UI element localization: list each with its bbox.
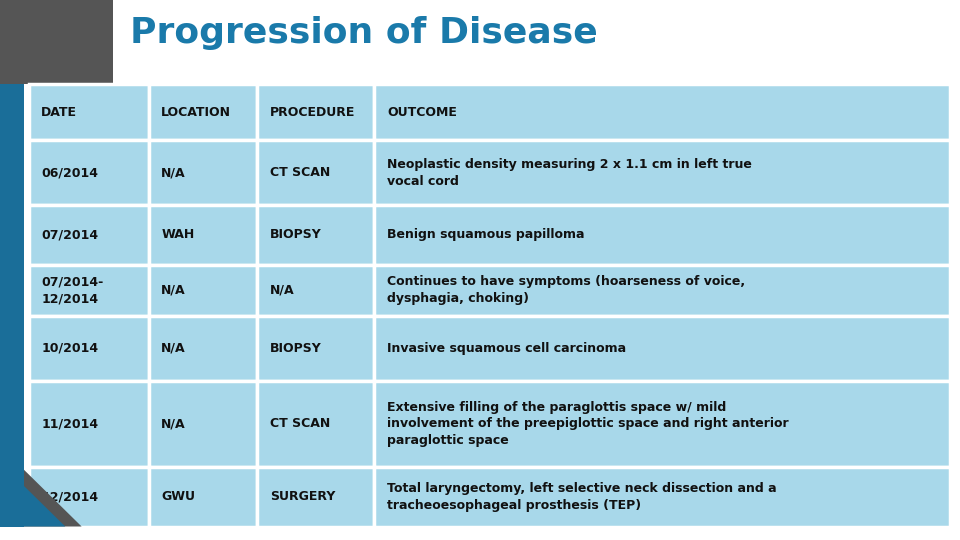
Bar [374,467,950,526]
Text: DATE: DATE [41,105,77,119]
Polygon shape [24,486,65,526]
Text: LOCATION: LOCATION [161,105,231,119]
Text: Neoplastic density measuring 2 x 1.1 cm in left true
vocal cord: Neoplastic density measuring 2 x 1.1 cm … [387,158,752,187]
Text: BIOPSY: BIOPSY [270,228,322,241]
Bar [257,265,374,316]
Bar [0,0,113,84]
Text: OUTCOME: OUTCOME [387,105,457,119]
Text: CT SCAN: CT SCAN [270,417,330,430]
Bar [257,381,374,467]
Bar [257,316,374,381]
Bar [29,140,149,205]
Text: Extensive filling of the paraglottis space w/ mild
involvement of the preepiglot: Extensive filling of the paraglottis spa… [387,401,788,447]
Text: N/A: N/A [270,284,295,297]
Bar [149,265,257,316]
Text: 07/2014-
12/2014: 07/2014- 12/2014 [41,275,104,305]
Bar [149,84,257,140]
Bar [29,316,149,381]
Polygon shape [24,470,82,526]
Bar [29,205,149,265]
Text: SURGERY: SURGERY [270,490,335,503]
Text: 06/2014: 06/2014 [41,166,98,179]
Bar [257,140,374,205]
Bar [29,467,149,526]
Bar [257,467,374,526]
Bar [149,205,257,265]
Bar [29,84,149,140]
Bar [149,316,257,381]
Text: Total laryngectomy, left selective neck dissection and a
tracheoesophageal prost: Total laryngectomy, left selective neck … [387,482,777,511]
Text: Continues to have symptoms (hoarseness of voice,
dysphagia, choking): Continues to have symptoms (hoarseness o… [387,275,745,305]
Bar [374,265,950,316]
Bar [257,84,374,140]
Text: PROCEDURE: PROCEDURE [270,105,355,119]
Bar [29,265,149,316]
Text: N/A: N/A [161,166,186,179]
Bar [374,381,950,467]
Text: BIOPSY: BIOPSY [270,342,322,355]
Bar [374,140,950,205]
Bar [29,381,149,467]
Bar [149,140,257,205]
Text: 12/2014: 12/2014 [41,490,99,503]
Text: N/A: N/A [161,284,186,297]
Bar [257,205,374,265]
Text: CT SCAN: CT SCAN [270,166,330,179]
Text: Benign squamous papilloma: Benign squamous papilloma [387,228,585,241]
Bar [149,381,257,467]
Bar [374,205,950,265]
Text: WAH: WAH [161,228,195,241]
Text: 07/2014: 07/2014 [41,228,99,241]
Bar [149,467,257,526]
Bar [374,84,950,140]
Text: 11/2014: 11/2014 [41,417,99,430]
Text: N/A: N/A [161,417,186,430]
Text: 10/2014: 10/2014 [41,342,99,355]
Text: N/A: N/A [161,342,186,355]
Text: Invasive squamous cell carcinoma: Invasive squamous cell carcinoma [387,342,626,355]
Text: Progression of Disease: Progression of Disease [130,16,597,50]
Text: GWU: GWU [161,490,195,503]
Bar [374,316,950,381]
Bar [0,84,24,526]
